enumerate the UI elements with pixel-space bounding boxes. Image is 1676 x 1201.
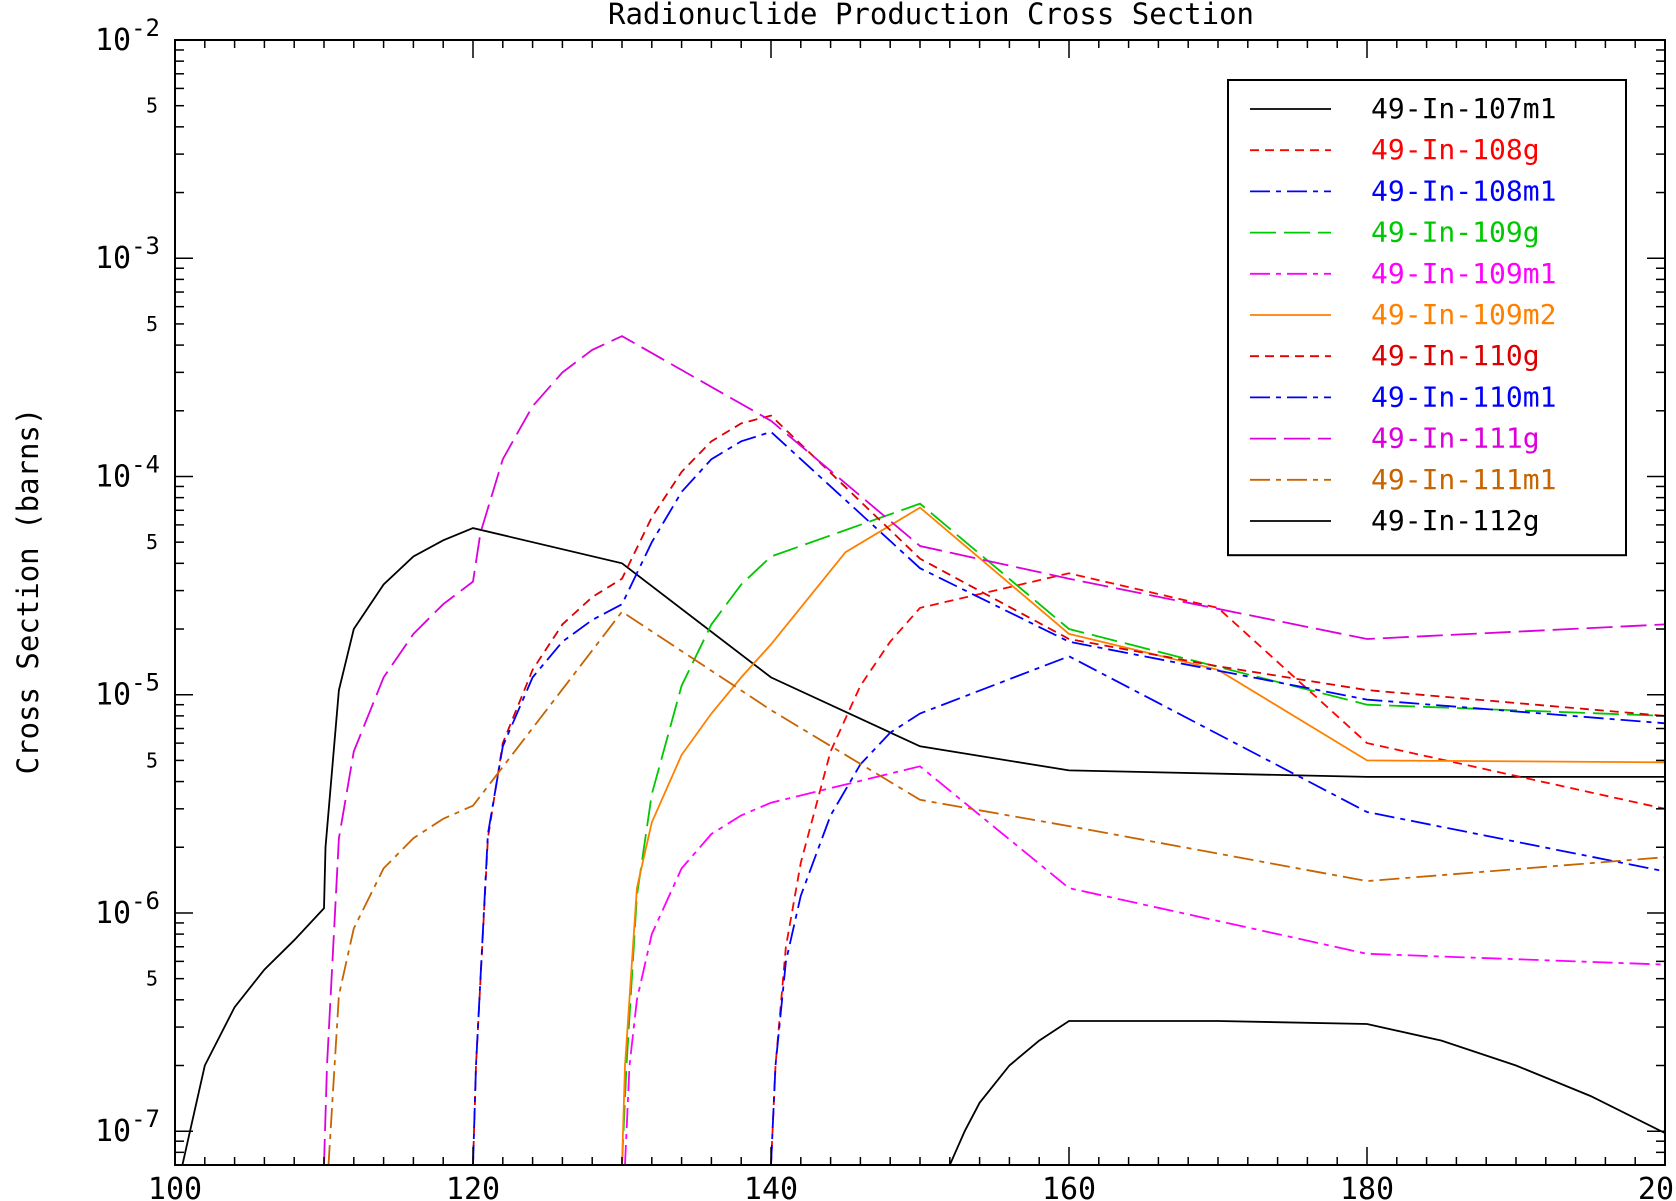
y-tick-label: 10-6 <box>95 887 160 931</box>
y-tick-label: 10-7 <box>95 1105 160 1149</box>
legend-label-49-In-111g: 49-In-111g <box>1371 422 1540 455</box>
series-layer <box>181 335 1665 1165</box>
series-line-49-In-107m1 <box>181 527 1665 1165</box>
legend: 49-In-107m1 49-In-108g 49-In-108m1 49-In-10… <box>1227 79 1627 557</box>
legend-label-49-In-108g: 49-In-108g <box>1371 133 1540 166</box>
legend-label-49-In-109m2: 49-In-109m2 <box>1371 298 1556 331</box>
series-line-49-In-110m1 <box>472 430 1665 1165</box>
series-line-49-In-112g <box>948 1020 1665 1165</box>
y-minor-tick-label: 5 <box>146 967 158 991</box>
y-minor-tick-label: 5 <box>146 94 158 118</box>
y-minor-tick-label: 5 <box>146 748 158 772</box>
legend-label-49-In-111m1: 49-In-111m1 <box>1371 463 1556 496</box>
legend-label-49-In-112g: 49-In-112g <box>1371 504 1540 537</box>
chart-title: Radionuclide Production Cross Section <box>608 0 1254 31</box>
y-tick-label: 10-4 <box>95 450 160 494</box>
y-tick-label: 10-3 <box>95 232 160 276</box>
series-line-49-In-109m2 <box>621 506 1665 1165</box>
y-minor-tick-label: 5 <box>146 312 158 336</box>
legend-label-49-In-110g: 49-In-110g <box>1371 339 1540 372</box>
y-tick-label: 10-5 <box>95 669 160 713</box>
series-line-49-In-111g <box>323 335 1665 1165</box>
x-tick-label: 100 <box>148 1172 202 1201</box>
y-tick-label: 10-2 <box>95 14 160 58</box>
legend-label-49-In-110m1: 49-In-110m1 <box>1371 380 1556 413</box>
y-minor-tick-label: 5 <box>146 530 158 554</box>
legend-label-49-In-108m1: 49-In-108m1 <box>1371 174 1556 207</box>
x-tick-label: 160 <box>1042 1172 1096 1201</box>
x-tick-label: 120 <box>446 1172 500 1201</box>
legend-label-49-In-107m1: 49-In-107m1 <box>1371 92 1556 125</box>
series-line-49-In-111m1 <box>327 610 1665 1165</box>
legend-label-49-In-109g: 49-In-109g <box>1371 216 1540 249</box>
series-line-49-In-108g <box>770 572 1665 1165</box>
series-line-49-In-109m1 <box>624 765 1665 1165</box>
y-axis-label: Cross Section (barns) <box>11 408 45 775</box>
x-tick-label: 180 <box>1340 1172 1394 1201</box>
x-tick-label: 140 <box>744 1172 798 1201</box>
legend-box <box>1227 79 1627 557</box>
axes-layer: 100 120 140 160 180 200 10-7 10-6 10-5 10-4 10-3 10… <box>95 14 1676 1201</box>
x-tick-label: 200 <box>1638 1172 1676 1201</box>
legend-label-49-In-109m1: 49-In-109m1 <box>1371 257 1556 290</box>
